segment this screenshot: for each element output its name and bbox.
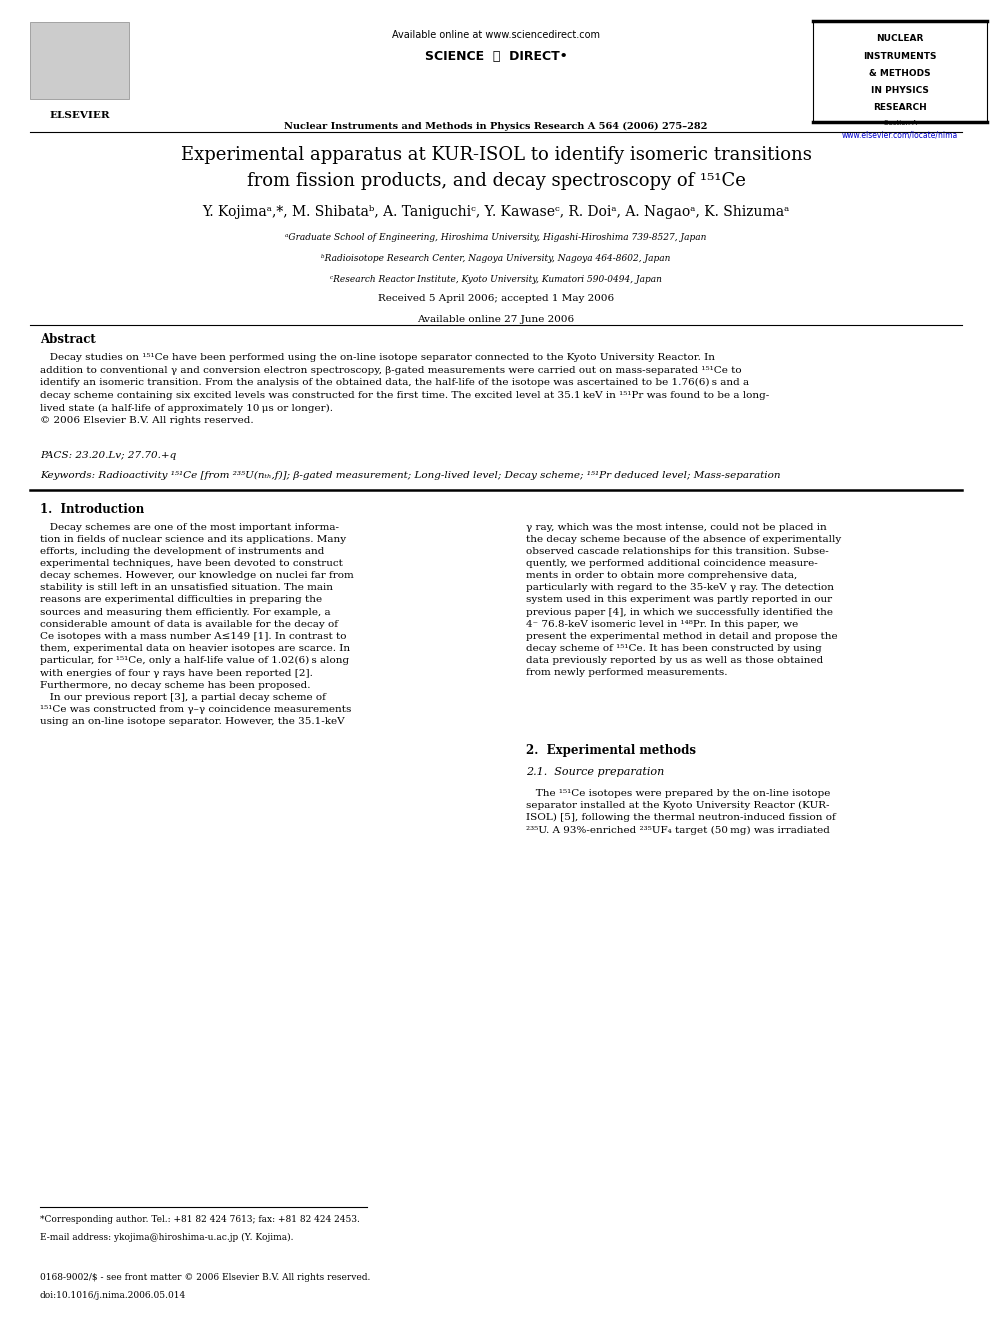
Text: 0168-9002/$ - see front matter © 2006 Elsevier B.V. All rights reserved.: 0168-9002/$ - see front matter © 2006 El… (40, 1273, 370, 1282)
Text: Decay schemes are one of the most important informa-
tion in fields of nuclear s: Decay schemes are one of the most import… (40, 523, 353, 726)
Bar (813, 21, 987, 122)
Text: Nuclear Instruments and Methods in Physics Research A 564 (2006) 275–282: Nuclear Instruments and Methods in Physi… (285, 122, 707, 131)
Text: NUCLEAR: NUCLEAR (877, 34, 924, 44)
Text: INSTRUMENTS: INSTRUMENTS (863, 52, 937, 61)
Text: Received 5 April 2006; accepted 1 May 2006: Received 5 April 2006; accepted 1 May 20… (378, 294, 614, 303)
Text: ᵃGraduate School of Engineering, Hiroshima University, Higashi-Hiroshima 739-852: ᵃGraduate School of Engineering, Hiroshi… (286, 233, 706, 242)
Text: SCIENCE  ⓓ  DIRECT•: SCIENCE ⓓ DIRECT• (425, 50, 567, 64)
Text: & METHODS: & METHODS (869, 69, 931, 78)
Bar (30, 22, 129, 99)
Text: The ¹⁵¹Ce isotopes were prepared by the on-line isotope
separator installed at t: The ¹⁵¹Ce isotopes were prepared by the … (526, 789, 835, 835)
Text: Y. Kojimaᵃ,*, M. Shibataᵇ, A. Taniguchiᶜ, Y. Kawaseᶜ, R. Doiᵃ, A. Nagaoᵃ, K. Shi: Y. Kojimaᵃ,*, M. Shibataᵇ, A. Taniguchiᶜ… (202, 205, 790, 220)
Text: *Corresponding author. Tel.: +81 82 424 7613; fax: +81 82 424 2453.: *Corresponding author. Tel.: +81 82 424 … (40, 1215, 359, 1224)
Text: from fission products, and decay spectroscopy of ¹⁵¹Ce: from fission products, and decay spectro… (247, 172, 745, 191)
Text: www.elsevier.com/locate/nima: www.elsevier.com/locate/nima (842, 131, 958, 140)
Text: Available online at www.sciencedirect.com: Available online at www.sciencedirect.co… (392, 30, 600, 41)
Text: Experimental apparatus at KUR-ISOL to identify isomeric transitions: Experimental apparatus at KUR-ISOL to id… (181, 146, 811, 164)
Text: γ ray, which was the most intense, could not be placed in
the decay scheme becau: γ ray, which was the most intense, could… (526, 523, 841, 677)
Text: 2.1.  Source preparation: 2.1. Source preparation (526, 767, 664, 778)
Text: E-mail address: ykojima@hiroshima-u.ac.jp (Y. Kojima).: E-mail address: ykojima@hiroshima-u.ac.j… (40, 1233, 294, 1242)
Text: PACS: 23.20.Lv; 27.70.+q: PACS: 23.20.Lv; 27.70.+q (40, 451, 176, 460)
Text: RESEARCH: RESEARCH (873, 103, 928, 112)
Text: ᶜResearch Reactor Institute, Kyoto University, Kumatori 590-0494, Japan: ᶜResearch Reactor Institute, Kyoto Unive… (330, 275, 662, 284)
Text: IN PHYSICS: IN PHYSICS (871, 86, 930, 95)
Text: doi:10.1016/j.nima.2006.05.014: doi:10.1016/j.nima.2006.05.014 (40, 1291, 186, 1301)
Text: 1.  Introduction: 1. Introduction (40, 503, 144, 516)
Text: ELSEVIER: ELSEVIER (49, 111, 110, 120)
Text: Available online 27 June 2006: Available online 27 June 2006 (418, 315, 574, 324)
Text: Section A: Section A (884, 120, 917, 127)
Text: 2.  Experimental methods: 2. Experimental methods (526, 744, 695, 757)
Text: ᵇRadioisotope Research Center, Nagoya University, Nagoya 464-8602, Japan: ᵇRadioisotope Research Center, Nagoya Un… (321, 254, 671, 263)
Text: Abstract: Abstract (40, 333, 95, 347)
Text: Keywords: Radioactivity ¹⁵¹Ce [from ²³⁵U(nₜₕ,f)]; β-gated measurement; Long-live: Keywords: Radioactivity ¹⁵¹Ce [from ²³⁵U… (40, 471, 780, 480)
Text: Decay studies on ¹⁵¹Ce have been performed using the on-line isotope separator c: Decay studies on ¹⁵¹Ce have been perform… (40, 353, 769, 425)
